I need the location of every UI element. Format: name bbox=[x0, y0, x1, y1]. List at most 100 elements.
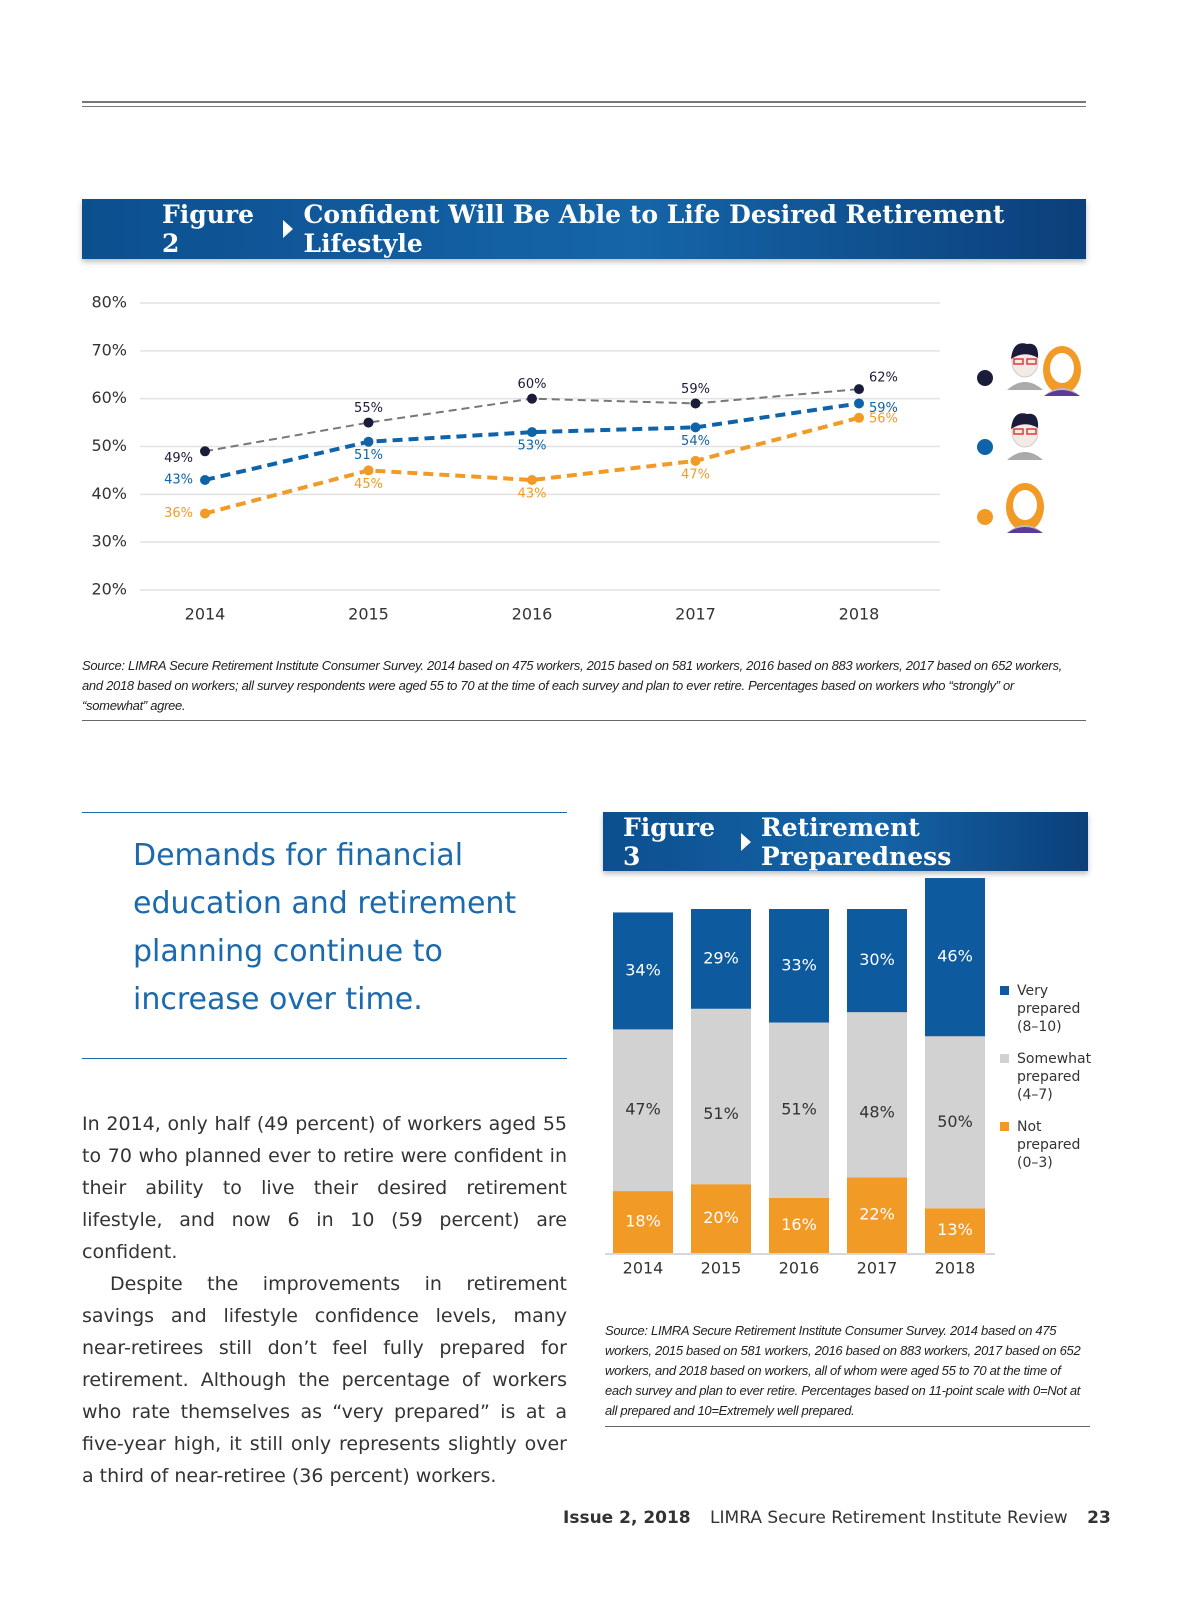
value-label: 60% bbox=[518, 377, 547, 392]
value-label: 59% bbox=[869, 401, 898, 416]
legend-swatch bbox=[1000, 1122, 1009, 1131]
rule bbox=[82, 812, 567, 813]
legend-item: Very prepared (8–10) bbox=[1000, 982, 1090, 1036]
legend-label: Very prepared (8–10) bbox=[1017, 983, 1081, 1035]
x-tick-label: 2015 bbox=[701, 1259, 742, 1278]
legend-swatch bbox=[1000, 986, 1009, 995]
figure-label: Figure 3 bbox=[623, 812, 715, 871]
top-rule bbox=[82, 106, 1086, 107]
value-label: 62% bbox=[869, 371, 898, 386]
stacked-bar-chart: 2014 18% 47% 34% 2015 20% 51% 29% 2016 16% 51% 33% 2… bbox=[605, 878, 995, 1278]
bar-segment bbox=[769, 909, 829, 1023]
figure-banner: Figure 2 Confident Will Be Able to Life D… bbox=[82, 199, 1086, 259]
y-tick-label: 40% bbox=[91, 484, 127, 503]
data-point bbox=[527, 474, 537, 485]
y-tick-label: 80% bbox=[91, 293, 127, 312]
rule bbox=[82, 720, 1086, 721]
legend-label: Somewhat prepared (4–7) bbox=[1017, 1051, 1092, 1103]
bar-segment bbox=[613, 1191, 673, 1253]
icon-body bbox=[1007, 527, 1043, 533]
body-text: In 2014, only half (49 percent) of worke… bbox=[82, 1108, 567, 1492]
source-note: Source: LIMRA Secure Retirement Institut… bbox=[82, 658, 1062, 713]
bar-segment bbox=[925, 1208, 985, 1253]
y-tick-label: 30% bbox=[91, 532, 127, 551]
data-point bbox=[854, 384, 864, 395]
value-label: 45% bbox=[354, 477, 383, 492]
data-point bbox=[690, 398, 701, 409]
x-tick-label: 2017 bbox=[675, 605, 716, 624]
legend-label: Not prepared (0–3) bbox=[1017, 1119, 1081, 1171]
value-label: 33% bbox=[781, 955, 817, 974]
value-label: 20% bbox=[703, 1208, 739, 1227]
y-tick-label: 60% bbox=[91, 388, 127, 407]
value-label: 13% bbox=[937, 1220, 973, 1239]
data-point bbox=[363, 417, 374, 428]
x-tick-label: 2016 bbox=[512, 605, 553, 624]
arrow bbox=[740, 832, 751, 851]
icon-glasses bbox=[1013, 428, 1024, 435]
legend-item: Not prepared (0–3) bbox=[1000, 1118, 1090, 1172]
data-point bbox=[527, 393, 537, 404]
bar-segment bbox=[691, 909, 751, 1009]
rule bbox=[82, 1058, 567, 1059]
figure-label: Figure 2 bbox=[162, 200, 254, 258]
value-label: 51% bbox=[354, 448, 383, 463]
data-point bbox=[527, 427, 537, 438]
icon-glasses bbox=[1026, 358, 1037, 365]
data-point bbox=[690, 455, 701, 466]
bar-segment bbox=[769, 1197, 829, 1253]
value-label: 51% bbox=[703, 1104, 739, 1123]
icon-hair bbox=[1011, 413, 1039, 429]
footer: Issue 2, 2018 LIMRA Secure Retirement In… bbox=[563, 1508, 1111, 1528]
legend-marker bbox=[977, 439, 993, 455]
value-label: 55% bbox=[354, 401, 383, 416]
page-number: 23 bbox=[1087, 1508, 1111, 1528]
bar-segment bbox=[925, 878, 985, 1037]
publication: LIMRA Secure Retirement Institute Review bbox=[710, 1508, 1068, 1528]
value-label: 50% bbox=[937, 1112, 973, 1131]
bar-segment bbox=[847, 1177, 907, 1253]
bar-segment bbox=[769, 1022, 829, 1198]
value-label: 47% bbox=[625, 1100, 661, 1119]
figure-banner: Figure 3 Retirement Preparedness bbox=[603, 812, 1088, 871]
value-label: 46% bbox=[937, 947, 973, 966]
value-label: 47% bbox=[681, 467, 710, 482]
value-label: 29% bbox=[703, 948, 739, 967]
icon-body bbox=[1007, 382, 1043, 390]
paragraph: In 2014, only half (49 percent) of worke… bbox=[82, 1113, 567, 1263]
issue: Issue 2, 2018 bbox=[563, 1508, 691, 1528]
arrow bbox=[283, 220, 294, 238]
figure-title: Confident Will Be Able to Life Desired R… bbox=[303, 200, 1005, 258]
value-label: 56% bbox=[869, 411, 898, 426]
bar-segment bbox=[847, 1012, 907, 1178]
value-label: 18% bbox=[625, 1212, 661, 1231]
y-tick-label: 70% bbox=[91, 340, 127, 359]
legend-marker bbox=[977, 509, 993, 525]
data-point bbox=[854, 412, 864, 423]
icon-glasses bbox=[1026, 428, 1037, 435]
icon-face bbox=[1050, 353, 1074, 383]
bar-segment bbox=[613, 912, 673, 1030]
data-point bbox=[854, 398, 864, 409]
x-tick-label: 2016 bbox=[779, 1259, 820, 1278]
pull-quote: Demands for financial education and reti… bbox=[133, 838, 517, 1017]
legend-marker bbox=[977, 370, 993, 386]
icon-hair bbox=[1011, 343, 1039, 359]
line-chart: 20% 30% 40% 50% 60% 70% 80% 2014 2015 2016 2017 201… bbox=[91, 293, 1081, 624]
value-label: 36% bbox=[164, 506, 193, 521]
icon-glasses bbox=[1013, 358, 1024, 365]
x-tick-label: 2018 bbox=[935, 1259, 976, 1278]
source-note: Source: LIMRA Secure Retirement Institut… bbox=[605, 1323, 1081, 1418]
value-label: 22% bbox=[859, 1205, 895, 1224]
icon-body bbox=[1044, 390, 1080, 396]
y-tick-label: 50% bbox=[91, 436, 127, 455]
data-point bbox=[200, 446, 210, 457]
value-label: 51% bbox=[781, 1100, 817, 1119]
data-point bbox=[690, 422, 701, 433]
icon-face bbox=[1013, 490, 1037, 520]
icon-body bbox=[1007, 452, 1043, 460]
series-line bbox=[204, 415, 860, 516]
bar-segment bbox=[613, 1029, 673, 1192]
paragraph: Despite the improvements in retirement s… bbox=[82, 1273, 567, 1487]
value-label: 49% bbox=[164, 451, 193, 466]
